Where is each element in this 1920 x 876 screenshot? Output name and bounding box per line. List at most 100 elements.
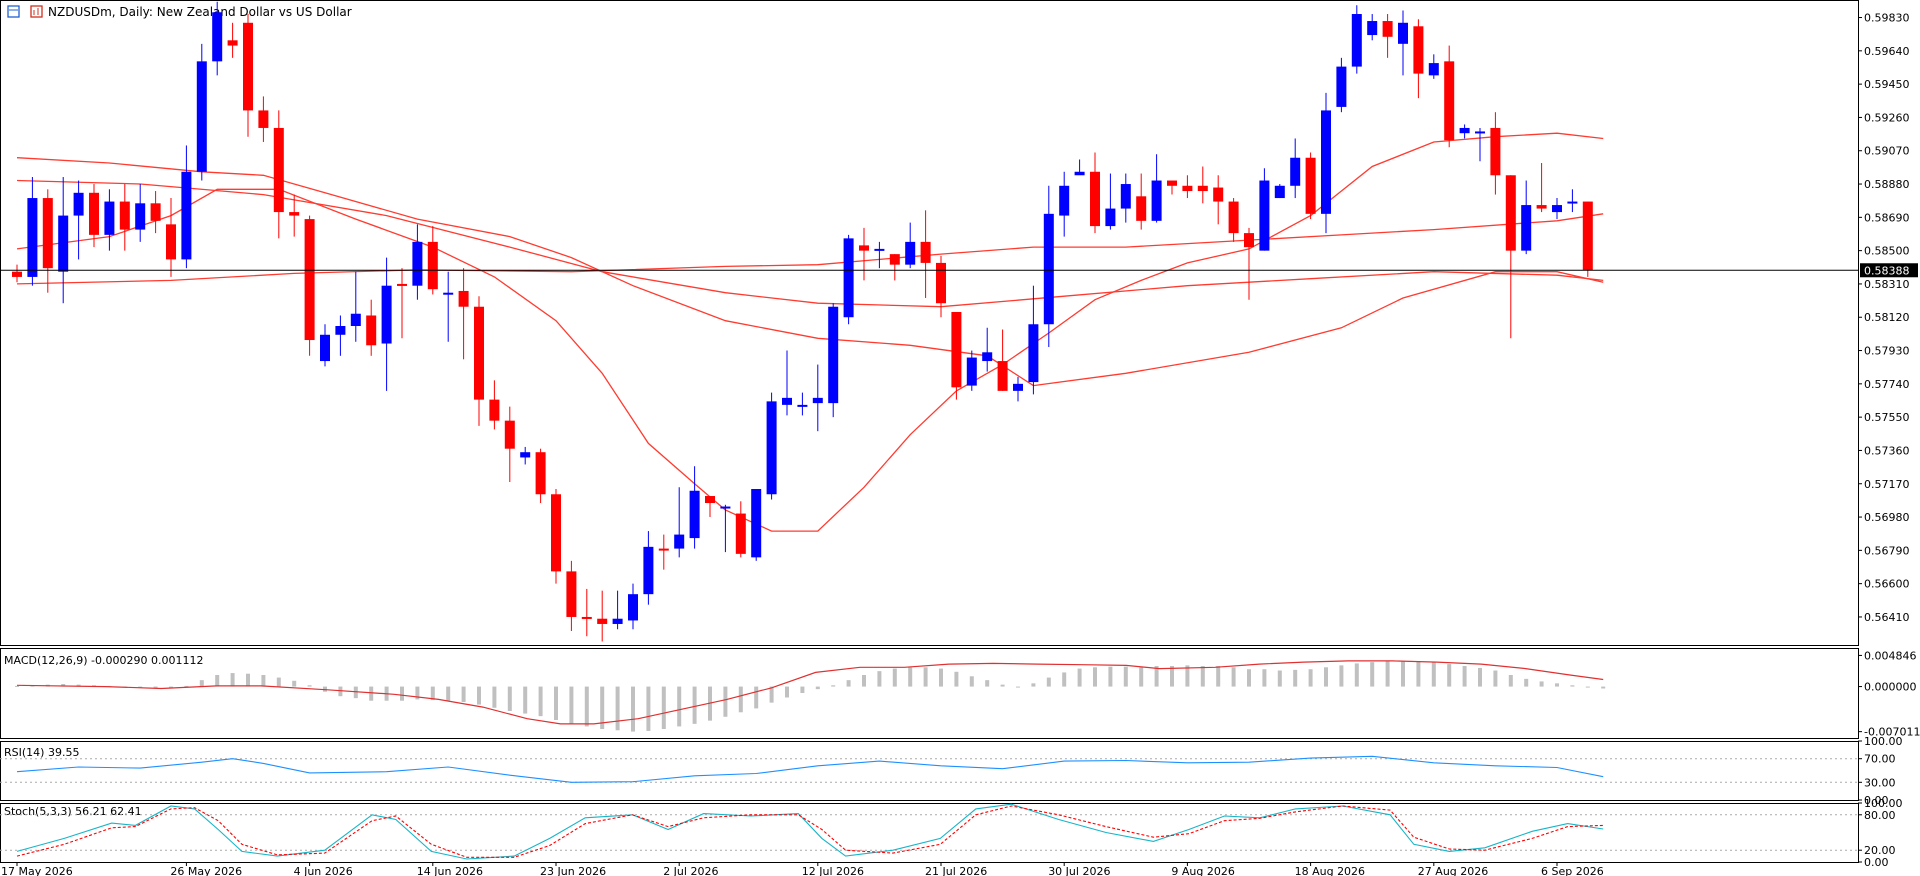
candle-body[interactable] (427, 241, 438, 290)
candle-body[interactable] (320, 334, 330, 362)
candle-body[interactable] (227, 40, 238, 46)
candle-body[interactable] (1259, 180, 1270, 251)
candle-body[interactable] (12, 271, 22, 277)
candle-body[interactable] (966, 357, 977, 386)
candle-body[interactable] (350, 313, 361, 327)
candle-body[interactable] (1274, 185, 1285, 199)
candle-body[interactable] (135, 203, 146, 230)
candle-body[interactable] (612, 618, 623, 624)
candle-body[interactable] (412, 241, 423, 286)
candle-body[interactable] (936, 262, 946, 304)
candle-body[interactable] (535, 452, 546, 495)
candle-body[interactable] (828, 306, 839, 404)
candle-body[interactable] (1290, 157, 1301, 186)
candle-body[interactable] (905, 241, 916, 265)
candle-body[interactable] (443, 292, 454, 295)
candle-body[interactable] (1382, 21, 1393, 37)
candle-body[interactable] (1367, 21, 1378, 36)
candle-body[interactable] (335, 326, 346, 335)
candle-body[interactable] (1582, 201, 1593, 270)
candle-body[interactable] (58, 215, 69, 272)
candle-body[interactable] (1105, 208, 1116, 227)
candle-body[interactable] (1351, 14, 1362, 67)
candle-body[interactable] (1167, 180, 1177, 186)
candle-body[interactable] (1552, 205, 1562, 213)
candle-body[interactable] (674, 534, 685, 549)
candle-body[interactable] (1013, 383, 1023, 391)
candle-body[interactable] (874, 248, 885, 251)
candle-body[interactable] (1043, 213, 1054, 325)
candle-body[interactable] (1151, 180, 1162, 221)
candle-body[interactable] (243, 22, 253, 111)
candle-body[interactable] (1182, 185, 1193, 192)
candle-body[interactable] (1197, 185, 1208, 192)
candle-body[interactable] (27, 198, 38, 277)
candle-body[interactable] (1336, 66, 1347, 107)
candle-body[interactable] (597, 618, 608, 624)
candle-body[interactable] (212, 12, 223, 62)
candle-body[interactable] (982, 352, 993, 362)
candle-body[interactable] (797, 404, 808, 407)
candle-body[interactable] (859, 245, 869, 251)
candle-body[interactable] (273, 127, 284, 213)
candle-body[interactable] (181, 171, 192, 260)
candle-body[interactable] (1136, 196, 1147, 221)
candle-body[interactable] (1536, 205, 1547, 209)
candle-body[interactable] (581, 616, 592, 619)
candle-body[interactable] (628, 594, 638, 621)
candle-body[interactable] (766, 401, 777, 495)
candle-body[interactable] (997, 361, 1008, 391)
candle-body[interactable] (720, 506, 731, 509)
candle-body[interactable] (658, 548, 669, 551)
candle-body[interactable] (1521, 205, 1532, 251)
candle-body[interactable] (812, 397, 823, 404)
candle-body[interactable] (920, 241, 931, 263)
candle-body[interactable] (166, 224, 176, 260)
candle-body[interactable] (196, 61, 207, 172)
candle-body[interactable] (119, 201, 130, 230)
candle-body[interactable] (782, 397, 792, 405)
candle-body[interactable] (381, 285, 392, 344)
candlesticks[interactable] (12, 1, 1593, 642)
candle-body[interactable] (289, 212, 300, 216)
candle-body[interactable] (551, 494, 561, 572)
candle-body[interactable] (843, 238, 854, 318)
candle-body[interactable] (1398, 22, 1408, 44)
candle-body[interactable] (1428, 63, 1439, 76)
candle-body[interactable] (1059, 185, 1070, 216)
candle-body[interactable] (489, 399, 500, 421)
candle-body[interactable] (689, 490, 700, 539)
candle-body[interactable] (397, 283, 407, 286)
candle-body[interactable] (1228, 201, 1239, 234)
candle-body[interactable] (735, 513, 746, 554)
chart-type-icon[interactable] (30, 5, 43, 18)
candle-body[interactable] (751, 489, 762, 558)
candle-body[interactable] (889, 254, 900, 265)
candle-body[interactable] (1490, 127, 1501, 176)
candle-body[interactable] (1120, 184, 1131, 209)
candle-body[interactable] (1475, 131, 1485, 134)
candle-body[interactable] (304, 219, 315, 341)
candle-body[interactable] (1321, 110, 1331, 214)
candle-body[interactable] (1505, 175, 1516, 251)
candle-body[interactable] (150, 203, 161, 221)
candle-body[interactable] (1028, 324, 1039, 383)
candle-body[interactable] (1567, 201, 1578, 204)
candle-body[interactable] (643, 546, 654, 595)
candle-body[interactable] (1413, 26, 1424, 74)
candle-body[interactable] (73, 192, 84, 216)
candle-body[interactable] (1090, 171, 1100, 227)
candle-body[interactable] (566, 571, 577, 617)
candle-body[interactable] (474, 306, 484, 400)
candle-body[interactable] (104, 201, 115, 235)
candle-body[interactable] (366, 315, 377, 346)
candle-body[interactable] (42, 198, 53, 269)
candle-body[interactable] (458, 290, 469, 307)
candle-body[interactable] (520, 452, 531, 458)
candle-body[interactable] (1074, 171, 1085, 176)
candle-body[interactable] (1459, 127, 1470, 134)
candle-body[interactable] (951, 311, 962, 388)
candle-body[interactable] (1244, 233, 1254, 248)
window-icon[interactable] (7, 5, 20, 18)
